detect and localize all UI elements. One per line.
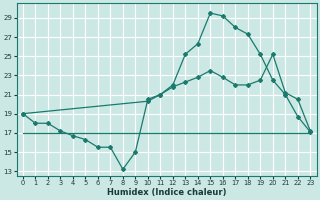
X-axis label: Humidex (Indice chaleur): Humidex (Indice chaleur) [107,188,226,197]
